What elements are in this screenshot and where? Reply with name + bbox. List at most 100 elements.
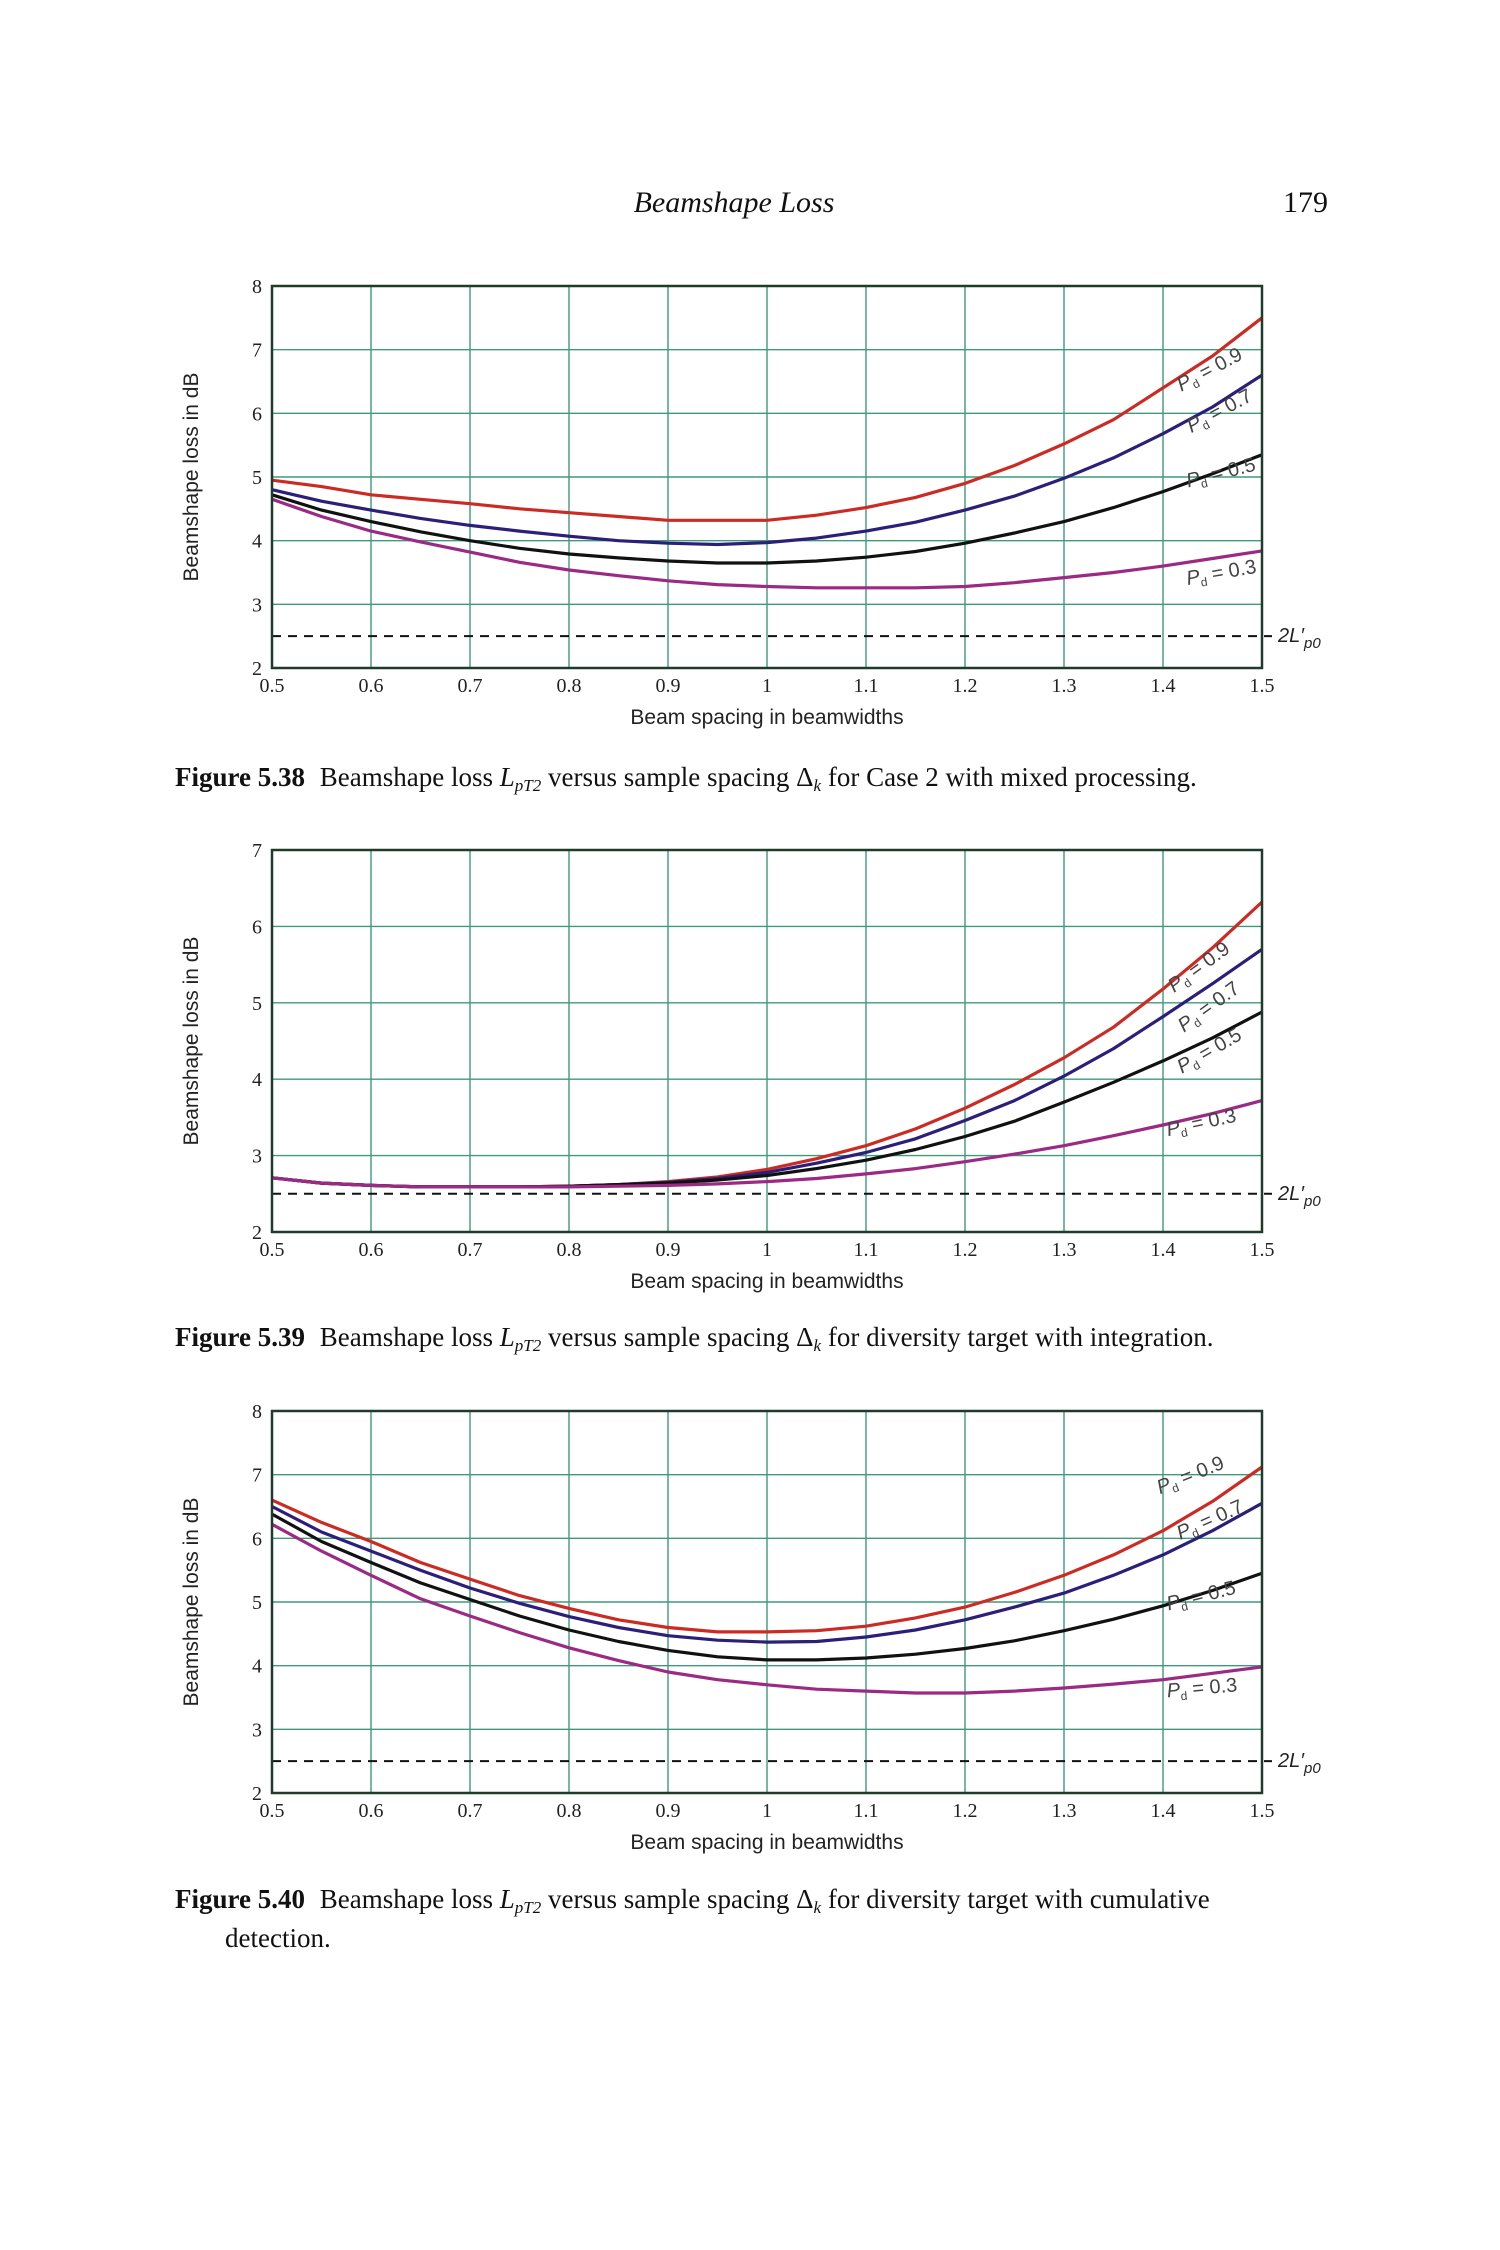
series-label-symbol: P [1164, 1591, 1183, 1616]
series-label-value: = 0.5 [1191, 1024, 1246, 1068]
x-tick-label: 0.7 [458, 675, 483, 697]
caption-delta-sub: k [813, 776, 822, 795]
x-tick-label: 1.1 [854, 675, 879, 697]
y-axis-label: Beamshape loss in dB [180, 1498, 203, 1707]
caption-symbol-sub: pT2 [514, 1898, 542, 1917]
chart-figure-5-39: 2L′p0 Pd = 0.9 Pd = 0.7 Pd = 0.5 Pd = 0.3 0.5… [160, 832, 1340, 1312]
x-tick-label: 0.8 [557, 1800, 582, 1822]
series-label-value: = 0.7 [1190, 977, 1244, 1025]
x-axis-label: Beam spacing in beamwidths [630, 1270, 903, 1293]
series-label-pd-0-9: Pd = 0.9 [1154, 1452, 1228, 1501]
x-tick-label: 1.3 [1052, 1800, 1077, 1822]
x-tick-label: 1 [762, 675, 772, 697]
x-tick-label: 0.7 [458, 1800, 483, 1822]
x-tick-label: 0.6 [359, 1800, 384, 1822]
reference-label-main: 2L′ [1277, 1183, 1305, 1205]
x-tick-label: 0.9 [656, 1800, 681, 1822]
y-tick-label: 7 [252, 840, 262, 862]
x-tick-label: 1 [762, 1239, 772, 1261]
series-label-value: = 0.3 [1204, 556, 1258, 586]
series-label-value: = 0.3 [1184, 1105, 1238, 1137]
plot-frame [270, 848, 1264, 1234]
caption-text-post: for Case 2 with mixed processing. [821, 762, 1197, 792]
series-line-pd-0-9 [271, 316, 1263, 522]
y-tick-label: 8 [252, 276, 262, 298]
series-label-value: = 0.9 [1172, 1452, 1227, 1491]
plot-frame [270, 1409, 1264, 1795]
x-tick-label: 1.3 [1052, 1239, 1077, 1261]
y-tick-label: 2 [252, 658, 262, 680]
series-label-pd-0-3: Pd = 0.3 [1166, 1674, 1238, 1704]
x-tick-label: 0.8 [557, 1239, 582, 1261]
y-tick-label: 7 [252, 340, 262, 362]
series-label-sub: d [1190, 1525, 1202, 1541]
series-label-sub: d [1200, 575, 1209, 590]
x-tick-label: 1.5 [1250, 1239, 1275, 1261]
y-tick-label: 6 [252, 403, 262, 425]
caption-symbol-sub: pT2 [514, 776, 542, 795]
reference-label-main: 2L′ [1277, 625, 1305, 647]
caption-label: Figure 5.39 [175, 1322, 305, 1352]
series-label-pd-0-7: Pd = 0.7 [1183, 385, 1257, 439]
reference-label-sub: p0 [1303, 635, 1321, 652]
x-tick-label: 0.6 [359, 1239, 384, 1261]
caption-text-pre: Beamshape loss [319, 1884, 500, 1914]
y-tick-label: 6 [252, 916, 262, 938]
series-label-sub: d [1170, 1480, 1181, 1495]
x-tick-label: 1.5 [1250, 675, 1275, 697]
y-tick-label: 5 [252, 467, 262, 489]
y-tick-label: 3 [252, 594, 262, 616]
series-label-pd-0-5: Pd = 0.5 [1184, 454, 1258, 494]
y-tick-label: 5 [252, 1592, 262, 1614]
x-axis-label: Beam spacing in beamwidths [630, 706, 903, 729]
series-label-symbol: P [1165, 1117, 1183, 1141]
caption-symbol: L [499, 1884, 515, 1914]
series-label-symbol: P [1185, 566, 1203, 590]
grid [272, 286, 1262, 668]
series-line-pd-0-5 [271, 453, 1263, 565]
caption-text-mid: versus sample spacing Δ [541, 1322, 814, 1352]
series-label-sub: d [1180, 1689, 1188, 1704]
x-tick-label: 0.6 [359, 675, 384, 697]
y-tick-label: 2 [252, 1783, 262, 1805]
x-tick-label: 1.1 [854, 1800, 879, 1822]
series-line-pd-0-3 [271, 1522, 1263, 1695]
series-label-value: = 0.5 [1203, 454, 1257, 488]
series-label-value: = 0.5 [1184, 1577, 1238, 1611]
plot-frame [270, 284, 1264, 670]
y-tick-label: 3 [252, 1719, 262, 1741]
x-tick-label: 0.5 [260, 1800, 285, 1822]
reference-label-sub: p0 [1303, 1760, 1321, 1777]
series-label-value: = 0.3 [1186, 1674, 1238, 1700]
series-label-symbol: P [1184, 468, 1203, 493]
x-tick-label: 1.1 [854, 1239, 879, 1261]
x-tick-label: 0.5 [260, 675, 285, 697]
x-tick-label: 1.4 [1151, 675, 1176, 697]
caption-text-mid: versus sample spacing Δ [541, 1884, 814, 1914]
y-tick-label: 6 [252, 1528, 262, 1550]
series-line-pd-0-3 [271, 497, 1263, 590]
series-label-symbol: P [1166, 1679, 1182, 1702]
caption-figure-5-39: Figure 5.39 Beamshape loss LpT2 versus s… [175, 1322, 1335, 1361]
series-label-sub: d [1180, 1125, 1189, 1140]
x-tick-label: 1.4 [1151, 1239, 1176, 1261]
y-tick-label: 2 [252, 1222, 262, 1244]
caption-text-post: for diversity target with integration. [821, 1322, 1214, 1352]
series-label-value: = 0.7 [1192, 1496, 1247, 1537]
reference-label-main: 2L′ [1277, 1750, 1305, 1772]
y-tick-label: 8 [252, 1401, 262, 1423]
reference-line-label: 2L′p0 [1277, 1183, 1321, 1210]
series-label-pd-0-5: Pd = 0.5 [1164, 1577, 1238, 1617]
x-tick-label: 0.7 [458, 1239, 483, 1261]
running-title: Beamshape Loss [633, 186, 835, 219]
x-tick-label: 1.4 [1151, 1800, 1176, 1822]
caption-text-mid: versus sample spacing Δ [541, 762, 814, 792]
reference-label-sub: p0 [1303, 1193, 1321, 1210]
y-tick-label: 4 [252, 1656, 262, 1678]
x-tick-label: 0.9 [656, 675, 681, 697]
y-tick-label: 4 [252, 1069, 262, 1091]
x-tick-label: 1.3 [1052, 675, 1077, 697]
x-axis-label: Beam spacing in beamwidths [630, 1831, 903, 1854]
series-line-pd-0-3 [271, 1099, 1263, 1189]
